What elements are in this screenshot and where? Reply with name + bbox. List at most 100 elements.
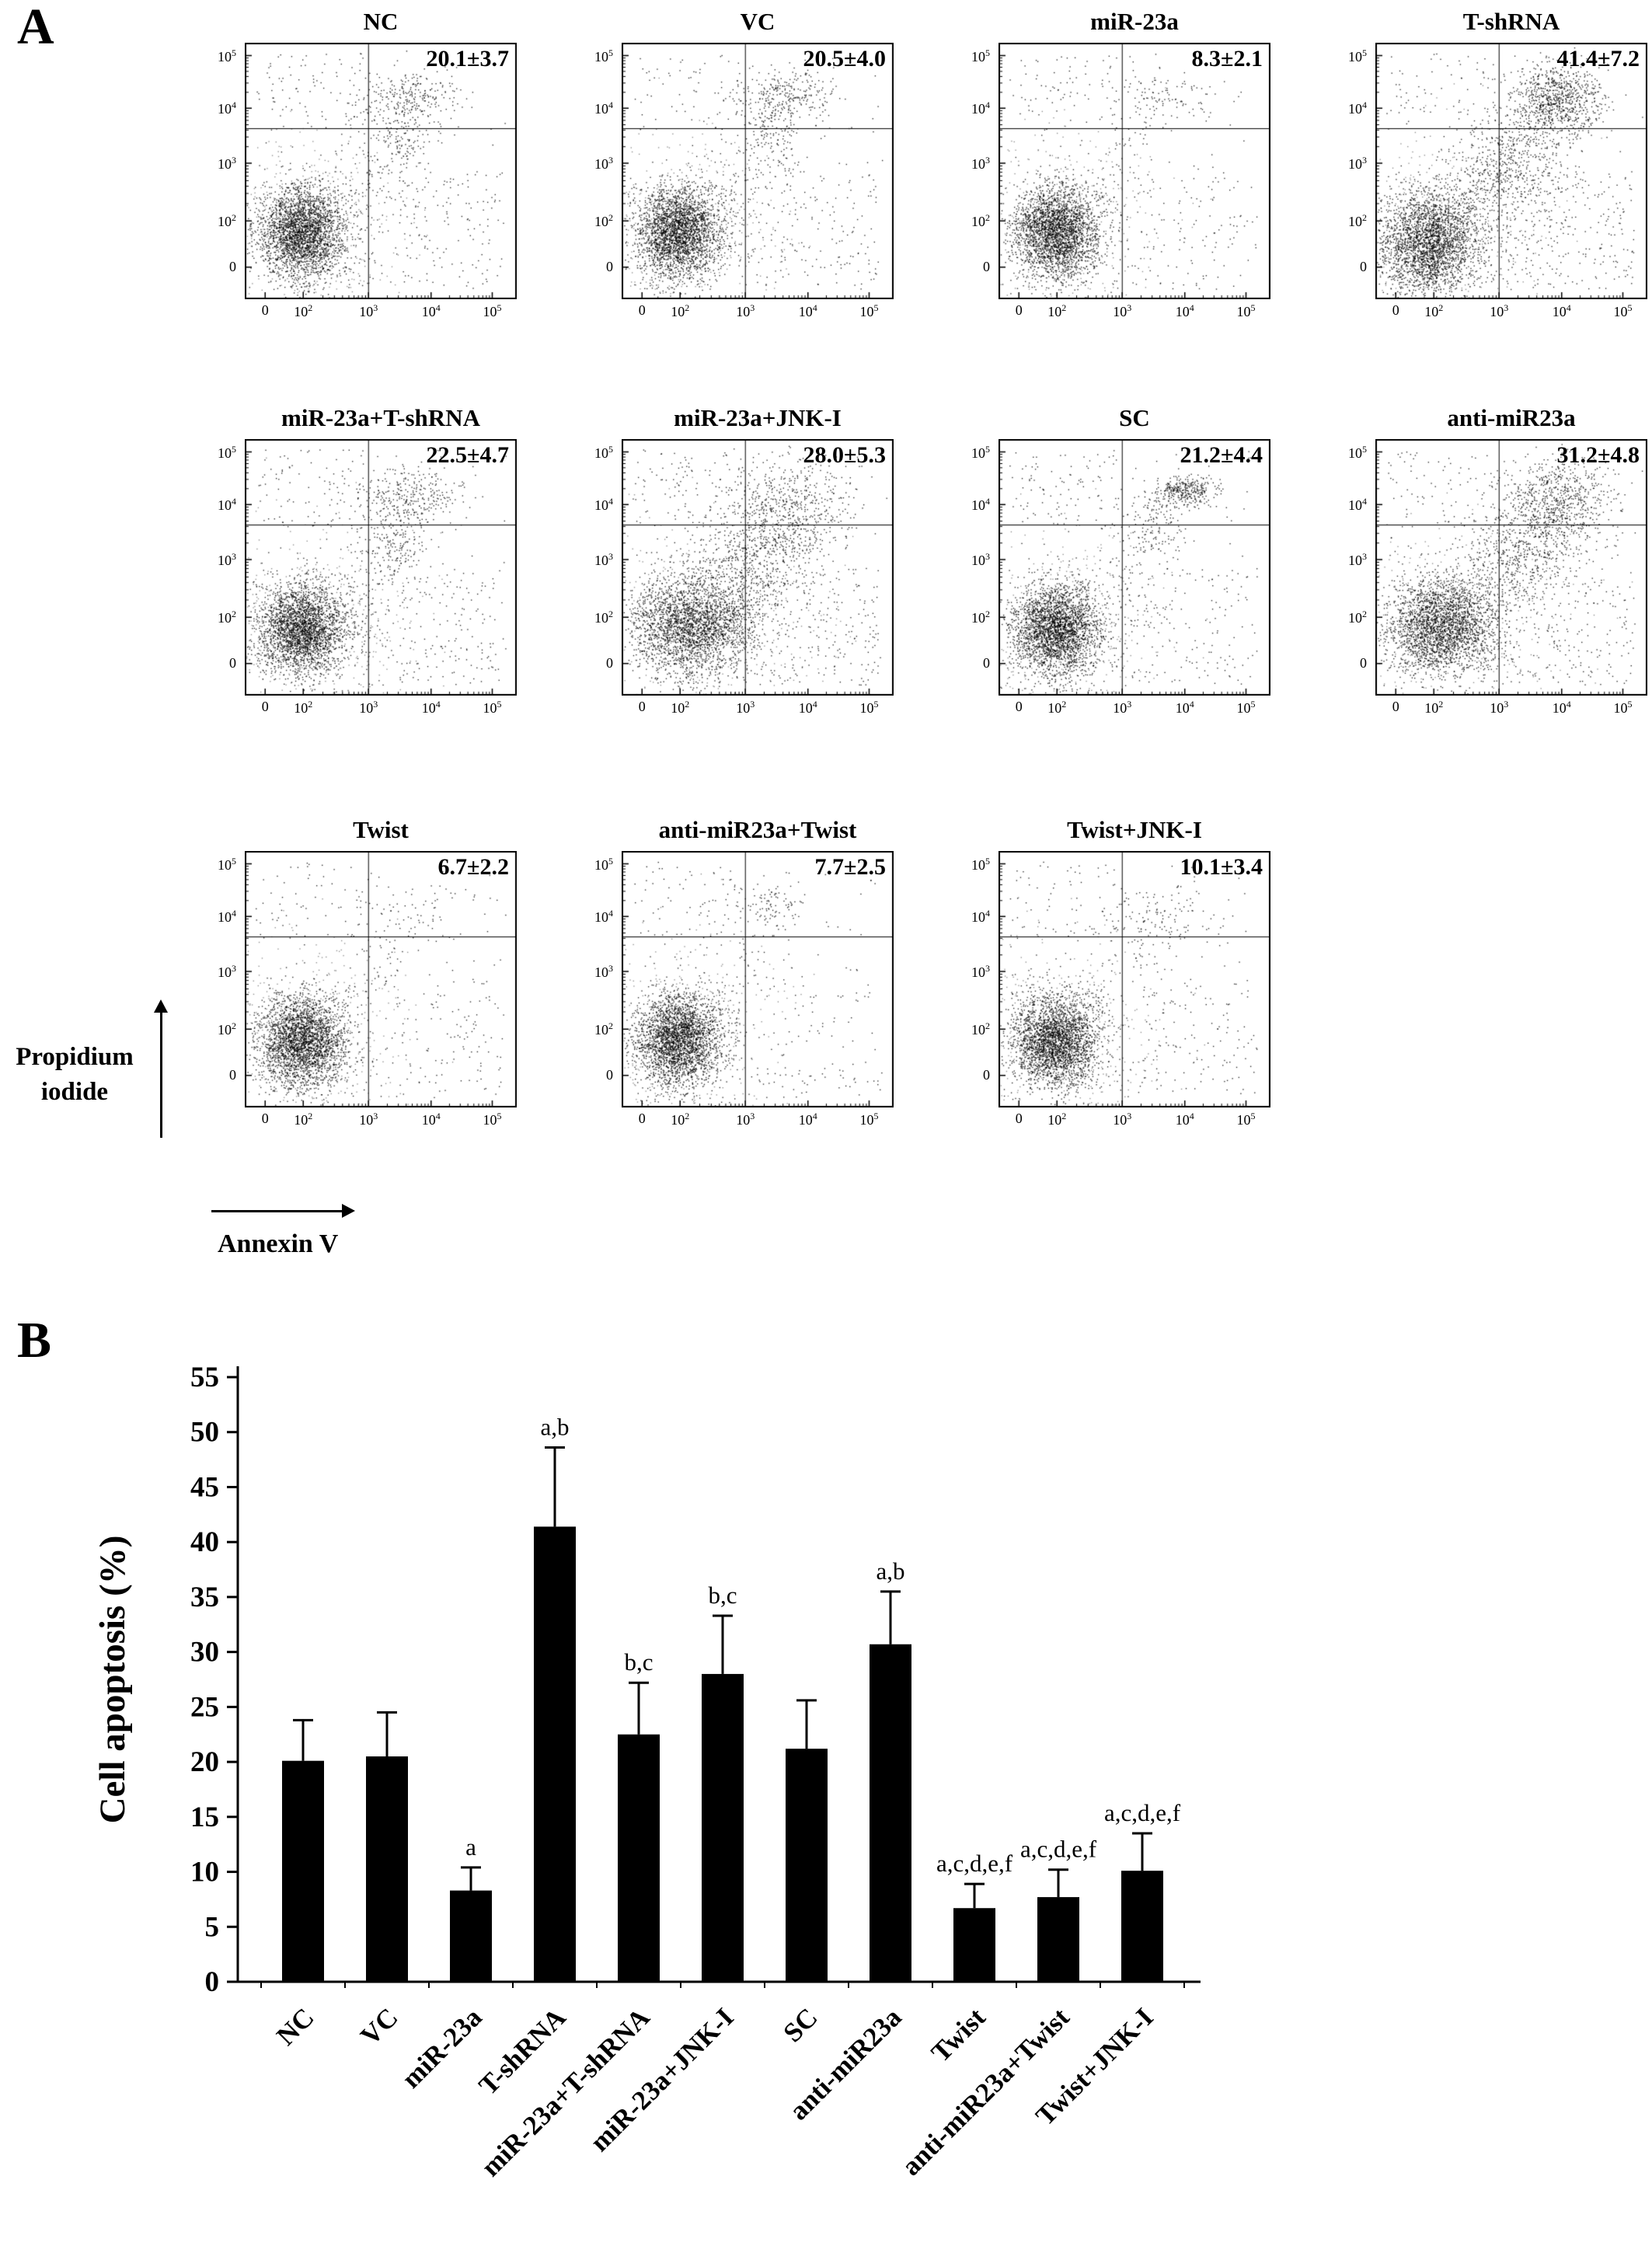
- tick-exponent: 5: [1250, 699, 1256, 710]
- flow-x-tick-label: 102: [294, 1111, 313, 1128]
- tick-exponent: 2: [685, 1111, 690, 1121]
- flow-x-tick-label: 105: [1613, 302, 1633, 319]
- flow-quadrant-value: 21.2±4.4: [1180, 442, 1263, 468]
- flow-x-axis-ticks: 0 102 103 104 105: [622, 299, 894, 327]
- flow-x-axis-ticks: 0 102 103 104 105: [622, 696, 894, 724]
- tick-exponent: 2: [608, 1020, 613, 1032]
- flow-panel: miR-23a+JNK-I 105 104 103 102 0 28.0±5.3 0 102 10…: [571, 404, 894, 724]
- flow-x-tick-label: 105: [1236, 699, 1256, 716]
- flow-panel-title: Twist+JNK-I: [1067, 816, 1202, 843]
- flow-x-tick-label: 0: [1015, 699, 1023, 714]
- x-axis-arrow-line: [211, 1209, 342, 1212]
- bar: [366, 1756, 408, 1982]
- tick-exponent: 2: [1362, 212, 1367, 224]
- tick-exponent: 4: [1189, 699, 1194, 710]
- flow-x-tick-label: 103: [359, 302, 378, 319]
- category-label: miR-23a+JNK-I: [584, 2002, 740, 2157]
- flow-y-tick-label: 102: [1348, 609, 1367, 626]
- flow-panel-title: anti-miR23a: [1447, 404, 1576, 431]
- flow-x-tick-label: 105: [1613, 699, 1633, 716]
- tick-exponent: 5: [873, 699, 879, 710]
- flow-quadrant-value: 22.5±4.7: [426, 442, 509, 468]
- category-label: Twist: [925, 2002, 992, 2068]
- flow-panel: Twist+JNK-I 105 104 103 102 0 10.1±3.4 0 102 103 1…: [948, 816, 1270, 1135]
- tick-exponent: 5: [497, 1111, 502, 1121]
- flow-x-tick-label: 103: [1113, 699, 1132, 716]
- flow-y-tick-label: 103: [594, 551, 613, 569]
- flow-x-tick-label: 102: [671, 302, 690, 319]
- flow-x-tick-label: 104: [1175, 699, 1194, 716]
- flow-y-tick-label: 103: [971, 155, 990, 173]
- flow-panel-title: NC: [363, 8, 399, 35]
- tick-exponent: 5: [1362, 47, 1367, 58]
- flow-x-tick-label: 103: [359, 699, 378, 716]
- tick-exponent: 4: [985, 496, 990, 507]
- flow-y-axis-ticks: 105 104 103 102 0: [948, 439, 996, 696]
- flow-y-tick-label: 104: [218, 496, 236, 514]
- chart-y-tick-label: 5: [205, 1911, 220, 1943]
- tick-exponent: 5: [232, 47, 236, 58]
- flow-x-tick-label: 104: [421, 1111, 441, 1128]
- flow-x-tick-label: 0: [1015, 1111, 1023, 1126]
- flow-x-axis-ticks: 0 102 103 104 105: [622, 1107, 894, 1135]
- tick-exponent: 3: [608, 551, 613, 563]
- bar-annotation: a,c,d,e,f: [1020, 1836, 1097, 1863]
- chart-y-axis-title: Cell apoptosis (%): [92, 1536, 133, 1824]
- flow-plot-body: 105 104 103 102 0 10.1±3.4: [948, 851, 1270, 1107]
- tick-exponent: 3: [608, 155, 613, 166]
- flow-quadrant-value: 8.3±2.1: [1191, 46, 1263, 71]
- flow-y-tick-label: 103: [971, 551, 990, 569]
- flow-x-axis-ticks: 0 102 103 104 105: [999, 696, 1270, 724]
- category-label: SC: [777, 2002, 823, 2048]
- tick-exponent: 3: [1362, 551, 1367, 563]
- flow-y-tick-label: 104: [1348, 496, 1367, 514]
- flow-y-axis-ticks: 105 104 103 102 0: [1325, 439, 1373, 696]
- flow-x-axis-ticks: 0 102 103 104 105: [245, 299, 517, 327]
- flow-x-axis-ticks: 0 102 103 104 105: [245, 696, 517, 724]
- flow-y-tick-label: 105: [1348, 443, 1367, 461]
- flow-y-tick-label: 104: [971, 99, 990, 117]
- tick-exponent: 4: [232, 908, 236, 919]
- tick-exponent: 5: [608, 855, 613, 867]
- flow-row: NC 105 104 103 102 0 20.1±3.7 0 102 103 104 105 VC 10…: [194, 8, 1647, 327]
- bar: [618, 1734, 660, 1982]
- bar: [786, 1749, 828, 1982]
- tick-exponent: 4: [985, 908, 990, 919]
- tick-exponent: 4: [232, 99, 236, 111]
- flow-y-axis-ticks: 105 104 103 102 0: [1325, 43, 1373, 299]
- tick-exponent: 2: [608, 212, 613, 224]
- flow-x-tick-label: 102: [1424, 699, 1444, 716]
- flow-x-tick-label: 0: [1392, 699, 1399, 714]
- flow-plot-area: 20.5±4.0: [622, 43, 894, 299]
- flow-y-tick-label: 105: [971, 443, 990, 461]
- tick-exponent: 3: [608, 963, 613, 975]
- flow-y-tick-label: 0: [229, 1066, 236, 1083]
- flow-quadrant-value: 20.5±4.0: [803, 46, 886, 71]
- flow-x-tick-label: 102: [294, 302, 313, 319]
- flow-scatter-canvas: [1375, 439, 1647, 696]
- tick-exponent: 5: [873, 302, 879, 313]
- flow-plot-body: 105 104 103 102 0 41.4±7.2: [1325, 43, 1647, 299]
- flow-panel: anti-miR23a+Twist 105 104 103 102 0 7.7±2.5 0 10…: [571, 816, 894, 1135]
- flow-y-tick-label: 102: [218, 609, 236, 626]
- flow-y-axis-ticks: 105 104 103 102 0: [194, 439, 242, 696]
- panel-b-letter: B: [17, 1312, 52, 1369]
- flow-panel: VC 105 104 103 102 0 20.5±4.0 0 102 103 104 105: [571, 8, 894, 327]
- flow-y-tick-label: 105: [594, 47, 613, 65]
- tick-exponent: 2: [232, 1020, 236, 1032]
- flow-quadrant-value: 7.7±2.5: [814, 854, 886, 880]
- flow-quadrant-value: 28.0±5.3: [803, 442, 886, 468]
- flow-y-axis-ticks: 105 104 103 102 0: [948, 851, 996, 1107]
- tick-exponent: 2: [1362, 609, 1367, 620]
- flow-x-axis-ticks: 0 102 103 104 105: [999, 1107, 1270, 1135]
- flow-y-tick-label: 105: [218, 443, 236, 461]
- flow-panel-title: miR-23a+T-shRNA: [281, 404, 480, 431]
- tick-exponent: 5: [985, 47, 990, 58]
- tick-exponent: 3: [985, 155, 990, 166]
- flow-plot-body: 105 104 103 102 0 28.0±5.3: [571, 439, 894, 696]
- x-axis-arrow: [211, 1203, 355, 1219]
- annexin-v-axis-label: Annexin V: [218, 1229, 339, 1258]
- flow-x-tick-label: 0: [638, 699, 646, 714]
- bar: [534, 1526, 576, 1982]
- flow-y-tick-label: 0: [229, 654, 236, 671]
